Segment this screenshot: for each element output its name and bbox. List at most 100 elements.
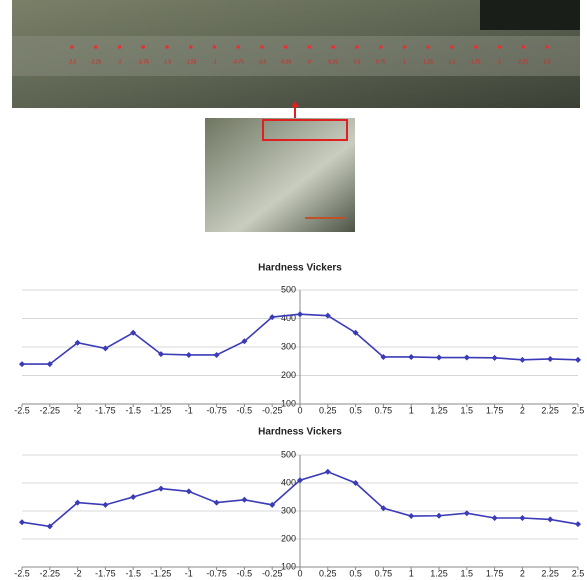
x-tick-label: 1.25	[430, 405, 448, 415]
indent-label: 0	[308, 59, 311, 65]
indent-label: -1.25	[185, 59, 197, 65]
y-tick-label: 500	[281, 449, 296, 459]
indent-label: -2.25	[90, 59, 102, 65]
point	[214, 352, 220, 358]
point	[436, 513, 442, 519]
point	[547, 516, 553, 522]
indent-label: 0.5	[354, 59, 361, 65]
point	[519, 515, 525, 521]
point	[186, 488, 192, 494]
indent-dot	[474, 45, 478, 49]
x-tick-label: -1.5	[125, 568, 141, 578]
x-tick-label: -1	[185, 568, 193, 578]
point	[492, 515, 498, 521]
x-tick-label: -0.5	[237, 405, 253, 415]
indent-dot	[450, 45, 454, 49]
x-tick-label: 0.75	[375, 568, 393, 578]
x-tick-label: 0.25	[319, 405, 337, 415]
point	[102, 502, 108, 508]
point	[575, 521, 581, 527]
x-tick-label: 1.75	[486, 405, 504, 415]
indent-label: -0.5	[258, 59, 267, 65]
x-tick-label: -0.75	[206, 568, 227, 578]
x-tick-label: 0.75	[375, 405, 393, 415]
indent-label: -1.75	[138, 59, 150, 65]
point	[241, 497, 247, 503]
y-tick-label: 200	[281, 370, 296, 380]
indent-label: 2.25	[518, 59, 528, 65]
point	[325, 469, 331, 475]
x-tick-label: -1.25	[151, 568, 172, 578]
indent-dot	[189, 45, 193, 49]
y-tick-label: 200	[281, 533, 296, 543]
indent-label: -0.25	[280, 59, 292, 65]
x-tick-label: 0	[297, 568, 302, 578]
point	[297, 311, 303, 317]
y-tick-label: 100	[281, 398, 296, 408]
x-tick-label: -2.5	[14, 568, 30, 578]
point	[214, 500, 220, 506]
x-tick-label: -0.25	[262, 568, 283, 578]
x-tick-label: -1	[185, 405, 193, 415]
x-tick-label: -2	[74, 405, 82, 415]
x-tick-label: -0.5	[237, 568, 253, 578]
chart-title: Hardness Vickers	[258, 263, 342, 274]
x-tick-label: 2	[520, 405, 525, 415]
indent-dot	[70, 45, 74, 49]
x-tick-label: 1.75	[486, 568, 504, 578]
indent-dot	[403, 45, 407, 49]
indent-label: 1.5	[449, 59, 456, 65]
point	[19, 361, 25, 367]
point	[158, 486, 164, 492]
x-tick-label: 2.5	[572, 405, 585, 415]
x-tick-label: 2.5	[572, 568, 585, 578]
y-tick-label: 100	[281, 561, 296, 571]
indent-dot	[260, 45, 264, 49]
point	[575, 357, 581, 363]
indent-label: 0.25	[328, 59, 338, 65]
indent-label: 2.5	[544, 59, 551, 65]
x-tick-label: -2.5	[14, 405, 30, 415]
indent-dot	[165, 45, 169, 49]
point	[408, 513, 414, 519]
indent-label: -0.75	[233, 59, 245, 65]
x-tick-label: -0.75	[206, 405, 227, 415]
x-tick-label: 1.5	[461, 405, 474, 415]
indent-dot	[236, 45, 240, 49]
indent-dot	[284, 45, 288, 49]
x-tick-label: 1.5	[461, 568, 474, 578]
indent-label: -2.5	[68, 59, 77, 65]
indent-dot	[379, 45, 383, 49]
indent-label: 1	[403, 59, 406, 65]
point	[130, 494, 136, 500]
photo-shadow	[480, 0, 580, 30]
x-tick-label: 0.5	[349, 568, 362, 578]
x-tick-label: -1.75	[95, 568, 116, 578]
indent-label: -1	[212, 59, 217, 65]
specimen-band	[12, 36, 580, 76]
indent-label: 1.25	[423, 59, 433, 65]
point	[519, 357, 525, 363]
x-tick-label: -1.5	[125, 405, 141, 415]
indent-dot	[213, 45, 217, 49]
point	[408, 354, 414, 360]
point	[492, 355, 498, 361]
indent-dot	[141, 45, 145, 49]
x-tick-label: 0.5	[349, 405, 362, 415]
x-tick-label: -2	[74, 568, 82, 578]
indent-dot	[521, 45, 525, 49]
x-tick-label: 2.25	[541, 568, 559, 578]
point	[547, 356, 553, 362]
indent-label: -1.5	[163, 59, 172, 65]
indent-label: 2	[498, 59, 501, 65]
y-tick-label: 300	[281, 505, 296, 515]
x-tick-label: -1.25	[151, 405, 172, 415]
point	[464, 355, 470, 361]
x-tick-label: 2.25	[541, 405, 559, 415]
x-tick-label: -2.25	[40, 405, 61, 415]
indent-dot	[545, 45, 549, 49]
indent-dot	[94, 45, 98, 49]
x-tick-label: -2.25	[40, 568, 61, 578]
point	[436, 355, 442, 361]
indent-label: -2	[117, 59, 122, 65]
